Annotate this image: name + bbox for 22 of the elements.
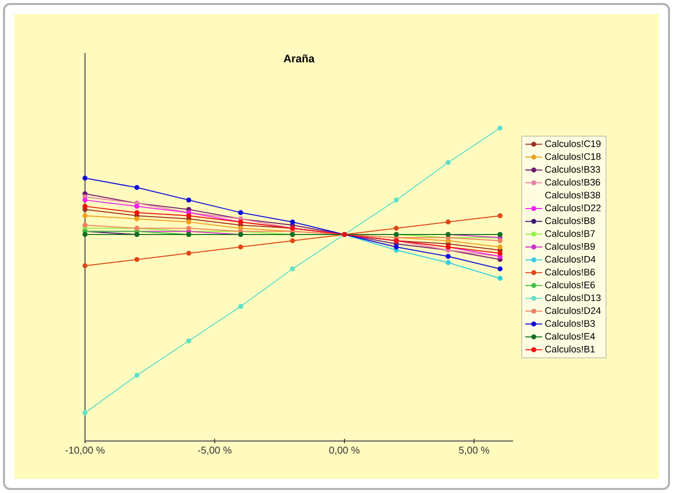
legend-label: Calculos!B9 [545,242,595,250]
legend-label: Calculos!B1 [545,346,595,352]
legend-label: Calculos!E4 [545,332,595,340]
legend-label: Calculos!C18 [545,152,601,160]
x-tick-label: -5,00 % [198,446,232,455]
legend-label: Calculos!B3 [545,320,595,327]
legend-label: Calculos!B33 [545,166,600,173]
legend-label: Calculos!D22 [545,204,601,212]
legend-label: Calculos!B6 [545,268,595,276]
legend-label: Calculos!D24 [545,307,601,314]
legend-label: Calculos!C19 [545,140,601,148]
legend-label: Calculos!D4 [545,256,596,263]
legend-label: Calculos!B36 [545,178,600,186]
legend-label: Calculos!B38 [545,191,600,198]
legend-label: Calculos!D13 [545,294,601,302]
legend-label: Calculos!E6 [545,281,595,288]
chart-title: Araña [284,54,315,62]
legend-label: Calculos!B7 [545,230,595,237]
x-tick-label: -10,00 % [66,446,105,455]
x-tick-label: 0,00 % [329,446,360,455]
legend-label: Calculos!B8 [545,217,595,224]
x-tick-label: 5,00 % [458,446,490,455]
